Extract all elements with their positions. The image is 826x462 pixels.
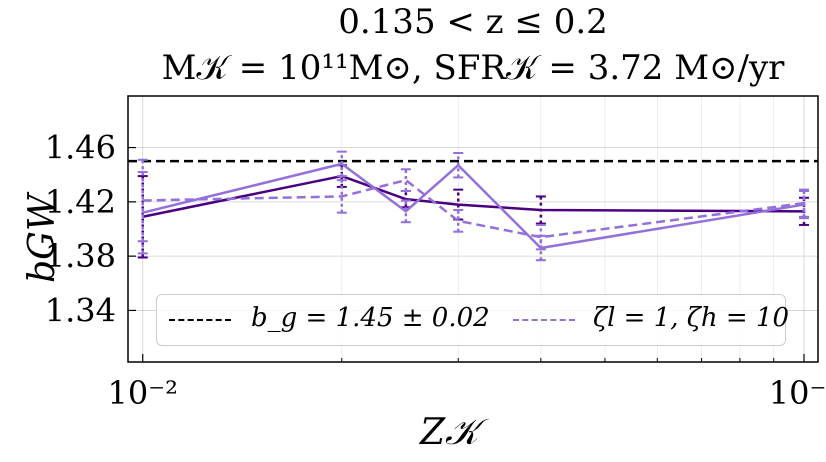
legend-swatch-reference	[169, 319, 231, 321]
series-line-2	[142, 178, 805, 239]
y-axis-label: bGW	[21, 194, 63, 283]
legend: b_g = 1.45 ± 0.02 ζl = 1, ζh = 10	[156, 294, 790, 346]
series-line-1	[142, 162, 805, 250]
axis-ticks: 1.34 1.38 1.42 1.46 10⁻² 10⁻¹	[45, 129, 826, 412]
chart-title-line2: M𝒦 = 10¹¹M⊙, SFR𝒦 = 3.72 M⊙/yr	[161, 48, 785, 88]
y-tick-label: 1.46	[45, 129, 116, 167]
plot-frame	[127, 95, 819, 363]
y-tick-label: 1.38	[45, 237, 116, 275]
legend-swatch-zeta	[513, 319, 575, 321]
series-group	[137, 150, 809, 262]
y-tick-label: 1.42	[45, 183, 116, 221]
x-axis-label: Z𝒦	[420, 412, 479, 453]
series-line-0	[142, 174, 804, 219]
x-tick-label: 10⁻¹	[769, 374, 826, 412]
legend-label-zeta: ζl = 1, ζh = 10	[593, 303, 790, 333]
legend-label-reference: b_g = 1.45 ± 0.02	[251, 303, 490, 333]
y-tick-label: 1.34	[45, 291, 116, 329]
chart-title-line1: 0.135 < z ≤ 0.2	[338, 2, 608, 42]
x-tick-label: 10⁻²	[108, 374, 178, 412]
